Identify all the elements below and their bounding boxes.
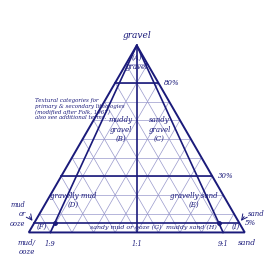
Text: gravelly mud
(D): gravelly mud (D) <box>50 192 96 209</box>
Text: Textural categories for
primary & secondary lithologies
(modified after Folk, 19: Textural categories for primary & second… <box>35 98 125 120</box>
Text: sand: sand <box>238 239 256 247</box>
Text: mud/
ooze: mud/ ooze <box>18 239 36 256</box>
Text: sandy mud or ooze (G): sandy mud or ooze (G) <box>90 225 162 230</box>
Text: 1:1: 1:1 <box>131 240 142 248</box>
Text: 80%: 80% <box>164 79 179 87</box>
Text: 30%: 30% <box>218 172 233 180</box>
Text: (A)
gravel: (A) gravel <box>125 53 148 71</box>
Text: 5%: 5% <box>245 219 256 227</box>
Text: (F): (F) <box>37 223 47 231</box>
Text: gravel: gravel <box>122 31 151 40</box>
Text: gravelly sand
(E): gravelly sand (E) <box>170 192 218 209</box>
Text: sandy
gravel
(C): sandy gravel (C) <box>148 116 171 143</box>
Text: 9:1: 9:1 <box>218 240 228 248</box>
Text: (I): (I) <box>232 223 240 231</box>
Text: muddy
gravel
(B): muddy gravel (B) <box>108 116 133 143</box>
Text: sand: sand <box>248 211 265 218</box>
Text: 1:9: 1:9 <box>45 240 56 248</box>
Text: muddy sand (H): muddy sand (H) <box>166 225 217 230</box>
Text: mud
or
ooze: mud or ooze <box>10 201 25 228</box>
